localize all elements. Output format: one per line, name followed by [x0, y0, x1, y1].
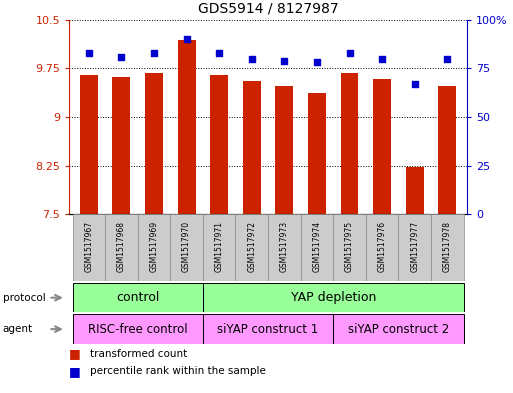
Text: GSM1517974: GSM1517974 [312, 221, 322, 272]
Bar [366, 214, 399, 281]
Point [345, 50, 353, 56]
Bar [145, 73, 163, 214]
Bar [333, 214, 366, 281]
Bar [268, 214, 301, 281]
Bar [105, 214, 137, 281]
Bar [308, 93, 326, 214]
Bar [399, 214, 431, 281]
Point [410, 81, 419, 87]
Text: GSM1517970: GSM1517970 [182, 221, 191, 272]
Title: GDS5914 / 8127987: GDS5914 / 8127987 [198, 2, 339, 16]
Bar [438, 86, 456, 214]
Text: YAP depletion: YAP depletion [290, 291, 376, 304]
Bar [373, 79, 391, 214]
Text: GSM1517973: GSM1517973 [280, 221, 289, 272]
Point [313, 59, 321, 66]
Text: GSM1517971: GSM1517971 [214, 221, 224, 272]
Text: ■: ■ [69, 347, 81, 360]
Text: GSM1517977: GSM1517977 [410, 221, 419, 272]
Bar [243, 81, 261, 214]
Bar [203, 283, 464, 312]
Text: RISC-free control: RISC-free control [88, 323, 188, 336]
Point [378, 55, 386, 62]
Bar [112, 77, 130, 214]
Point [443, 55, 451, 62]
Point [117, 53, 126, 60]
Bar [80, 75, 98, 214]
Text: protocol: protocol [3, 293, 45, 303]
Text: GSM1517976: GSM1517976 [378, 221, 387, 272]
Bar [431, 214, 464, 281]
Text: GSM1517975: GSM1517975 [345, 221, 354, 272]
Text: agent: agent [3, 324, 33, 334]
Bar [72, 214, 105, 281]
Bar [203, 214, 235, 281]
Text: GSM1517978: GSM1517978 [443, 221, 452, 272]
Text: control: control [116, 291, 160, 304]
Bar [333, 314, 464, 344]
Point [150, 50, 158, 56]
Bar [301, 214, 333, 281]
Point [85, 50, 93, 56]
Text: percentile rank within the sample: percentile rank within the sample [90, 366, 266, 376]
Text: GSM1517969: GSM1517969 [149, 221, 159, 272]
Bar [341, 73, 359, 214]
Point [183, 36, 191, 42]
Bar [137, 214, 170, 281]
Text: GSM1517968: GSM1517968 [117, 221, 126, 272]
Text: GSM1517972: GSM1517972 [247, 221, 256, 272]
Point [280, 57, 288, 64]
Point [215, 50, 223, 56]
Text: ■: ■ [69, 365, 81, 378]
Bar [170, 214, 203, 281]
Bar [72, 314, 203, 344]
Text: siYAP construct 1: siYAP construct 1 [218, 323, 319, 336]
Bar [210, 75, 228, 214]
Bar [72, 283, 203, 312]
Bar [177, 40, 195, 214]
Bar [203, 314, 333, 344]
Text: GSM1517967: GSM1517967 [84, 221, 93, 272]
Text: transformed count: transformed count [90, 349, 187, 359]
Bar [406, 167, 424, 214]
Bar [235, 214, 268, 281]
Point [248, 55, 256, 62]
Bar [275, 86, 293, 214]
Text: siYAP construct 2: siYAP construct 2 [348, 323, 449, 336]
